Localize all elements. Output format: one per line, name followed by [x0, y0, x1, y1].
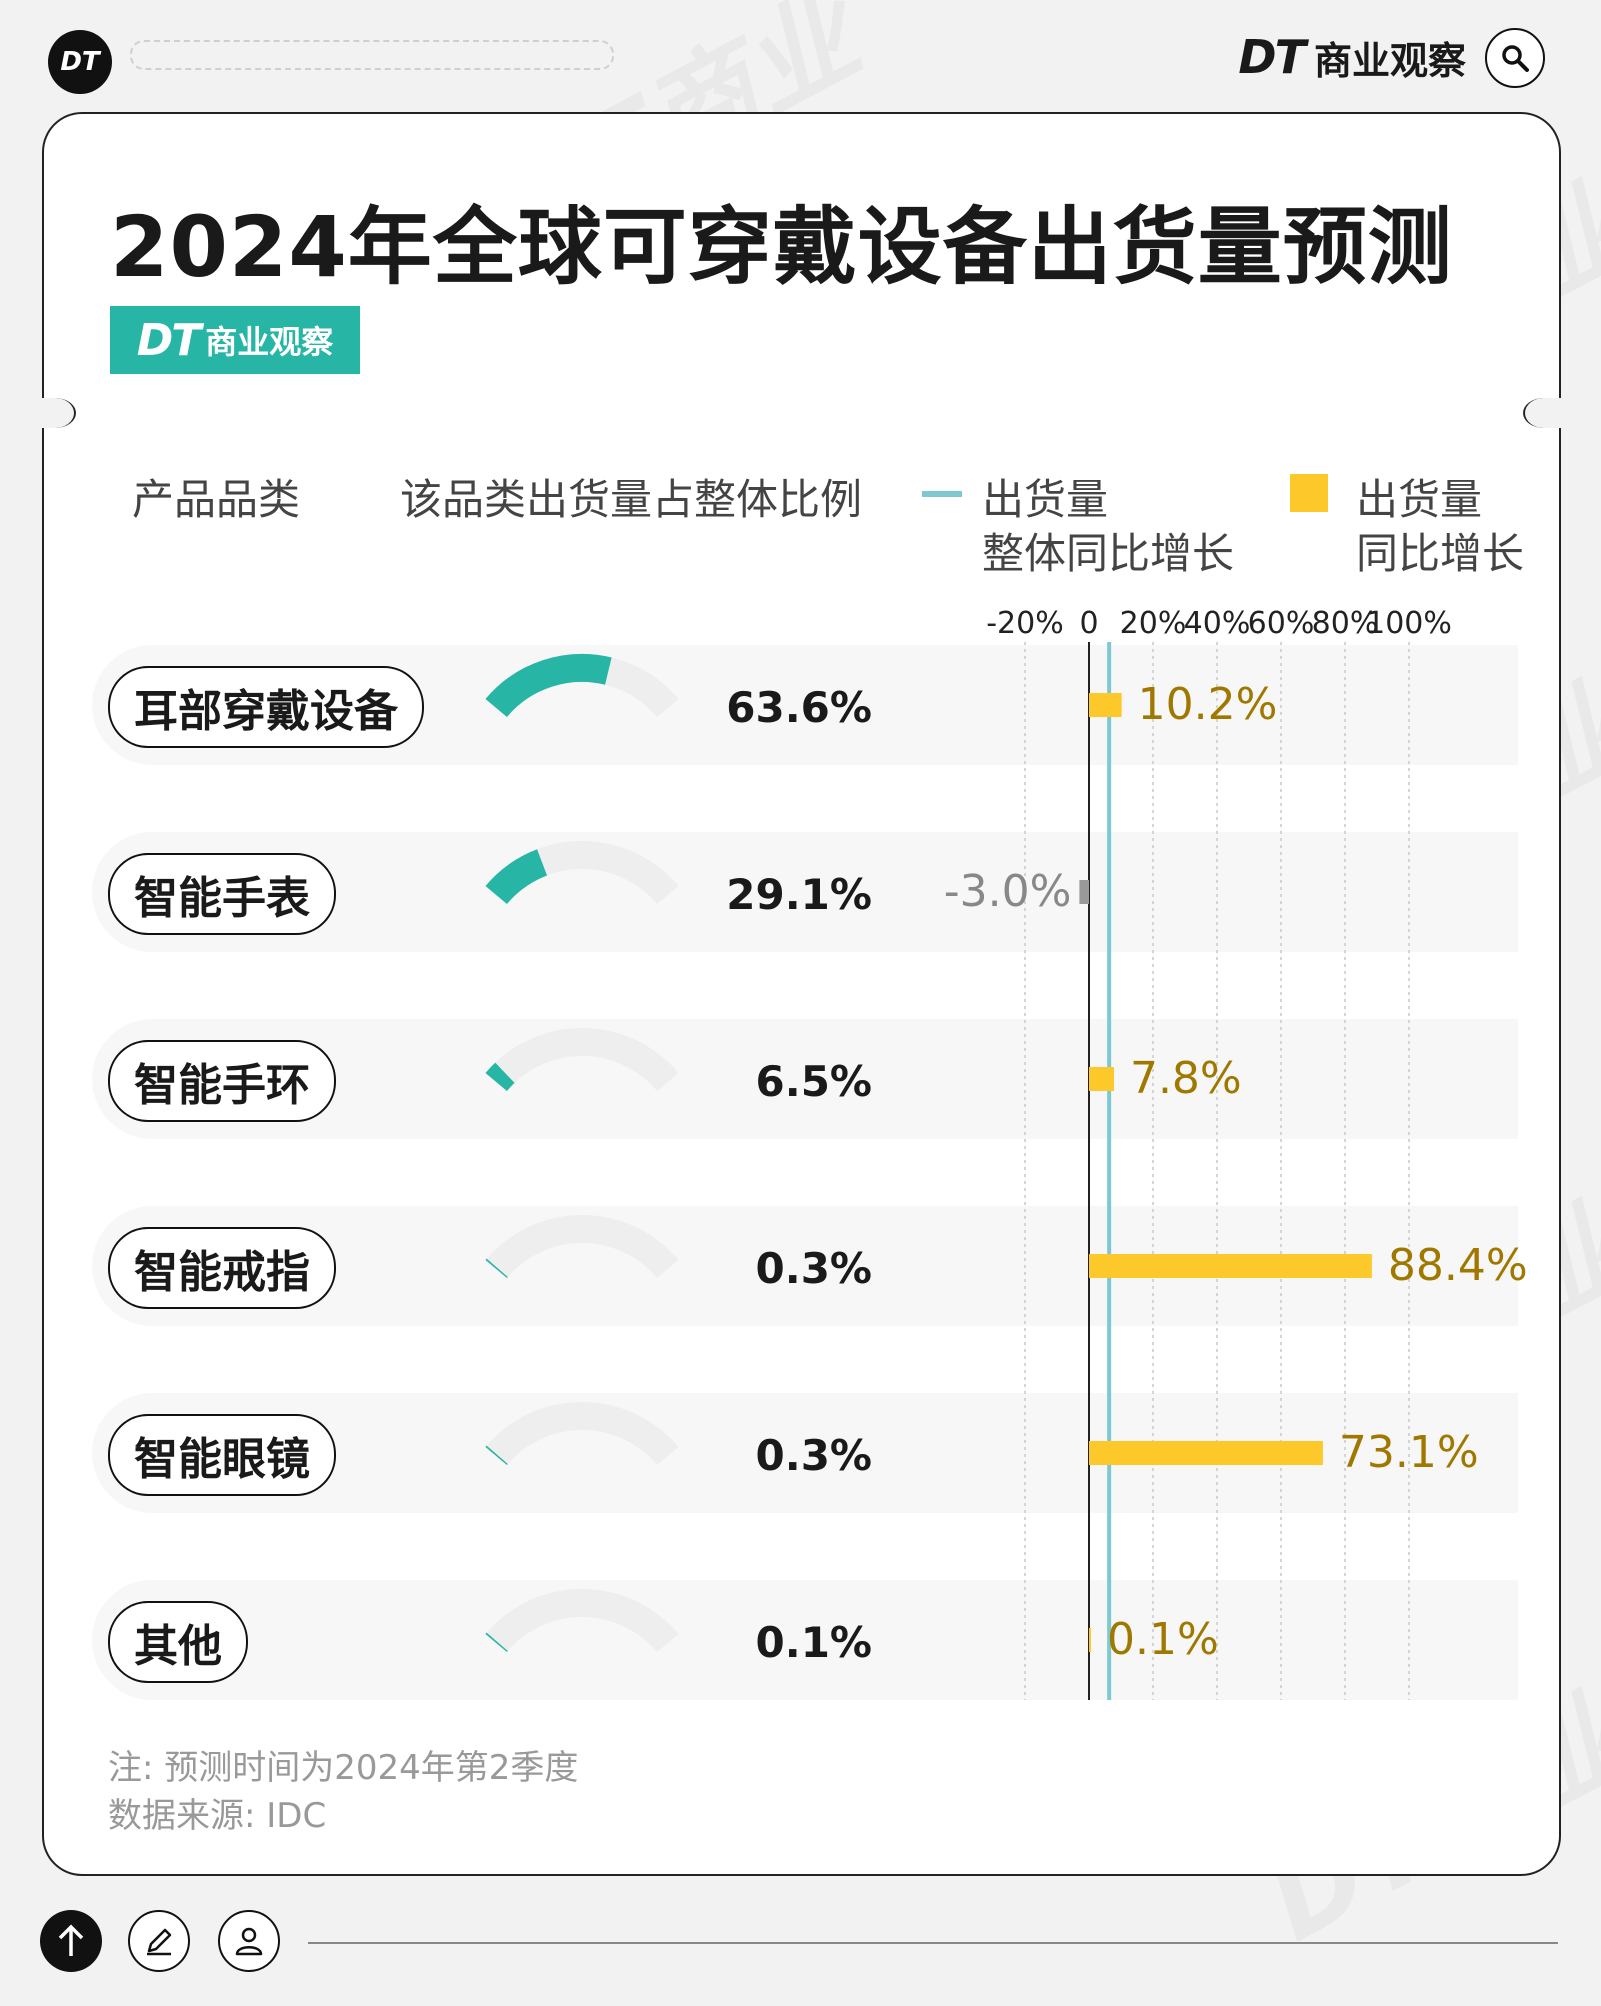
- gauge-track: [485, 1215, 679, 1279]
- growth-value-label: 7.8%: [1130, 1053, 1242, 1104]
- growth-value-label: 88.4%: [1388, 1240, 1528, 1291]
- edit-button[interactable]: [128, 1910, 190, 1972]
- header-category: 产品品类: [132, 475, 301, 524]
- share-value-label: 0.3%: [755, 1431, 872, 1480]
- growth-bar: [1089, 1628, 1091, 1652]
- brand-dt: DT: [1238, 30, 1306, 84]
- card-notch: [34, 398, 76, 428]
- legend-growth-line1: 出货量: [1356, 475, 1483, 524]
- gauge-fill: [485, 1632, 508, 1653]
- growth-bar: [1079, 880, 1089, 904]
- arrow-up-icon: [58, 1924, 84, 1956]
- x-tick-label: 40%: [1184, 606, 1251, 641]
- category-pill[interactable]: 其他: [108, 1601, 248, 1683]
- legend-growth-line2: 同比增长: [1356, 529, 1525, 578]
- share-value-label: 6.5%: [755, 1057, 872, 1106]
- legend-overall-line: [922, 491, 962, 497]
- x-tick-label: 80%: [1312, 606, 1379, 641]
- x-tick-label: 60%: [1248, 606, 1315, 641]
- legend-overall-line2: 整体同比增长: [982, 529, 1235, 578]
- header-share: 该品类出货量占整体比例: [400, 475, 863, 524]
- source-text: 数据来源: IDC: [108, 1796, 327, 1836]
- chart-title: 2024年全球可穿戴设备出货量预测: [110, 198, 1453, 296]
- gauge-fill: [485, 849, 548, 905]
- x-tick-label: 20%: [1120, 606, 1187, 641]
- x-tick-label: -20%: [986, 606, 1064, 641]
- category-pill[interactable]: 智能戒指: [108, 1227, 336, 1309]
- gauge-fill: [485, 1445, 508, 1466]
- brand-badge: DT 商业观察: [110, 306, 360, 374]
- gauge-fill: [485, 1062, 515, 1092]
- share-value-label: 0.1%: [755, 1618, 872, 1667]
- gauge-fill: [485, 1258, 508, 1279]
- user-icon: [235, 1927, 263, 1956]
- bottom-divider: [308, 1942, 1558, 1944]
- category-pill[interactable]: 智能手环: [108, 1040, 336, 1122]
- scroll-top-button[interactable]: [40, 1910, 102, 1972]
- share-value-label: 0.3%: [755, 1244, 872, 1293]
- x-tick-label: 0: [1079, 606, 1098, 641]
- growth-bar: [1089, 693, 1122, 717]
- search-icon: [1502, 45, 1529, 72]
- growth-value-label: -3.0%: [944, 866, 1072, 917]
- logo[interactable]: DT: [48, 30, 112, 94]
- share-value-label: 63.6%: [726, 683, 872, 732]
- growth-bar: [1089, 1441, 1323, 1465]
- brand-wordmark: DT 商业观察: [1238, 30, 1466, 84]
- share-value-label: 29.1%: [726, 870, 872, 919]
- gauge-track: [485, 1402, 679, 1466]
- brand-cn: 商业观察: [1313, 38, 1466, 83]
- card-notch: [1523, 398, 1565, 428]
- category-pill[interactable]: 智能眼镜: [108, 1414, 336, 1496]
- search-button[interactable]: [1485, 28, 1545, 88]
- gauge-track: [485, 1589, 679, 1653]
- growth-bar: [1089, 1067, 1114, 1091]
- category-pill[interactable]: 耳部穿戴设备: [108, 666, 424, 748]
- profile-button[interactable]: [218, 1910, 280, 1972]
- growth-value-label: 0.1%: [1107, 1614, 1219, 1665]
- growth-value-label: 10.2%: [1138, 679, 1278, 730]
- legend-growth-swatch: [1290, 474, 1328, 512]
- pencil-icon: [147, 1928, 172, 1956]
- growth-value-label: 73.1%: [1339, 1427, 1479, 1478]
- gauge-track: [485, 1028, 679, 1092]
- badge-dt: DT: [136, 314, 202, 366]
- gauge-fill: [485, 654, 612, 718]
- x-tick-label: 100%: [1366, 606, 1452, 641]
- growth-bar: [1089, 1254, 1372, 1278]
- category-pill[interactable]: 智能手表: [108, 853, 336, 935]
- note-text: 注: 预测时间为2024年第2季度: [108, 1748, 579, 1788]
- legend-overall-line1: 出货量: [982, 475, 1109, 524]
- badge-cn: 商业观察: [205, 323, 334, 361]
- top-input-field[interactable]: [130, 40, 614, 70]
